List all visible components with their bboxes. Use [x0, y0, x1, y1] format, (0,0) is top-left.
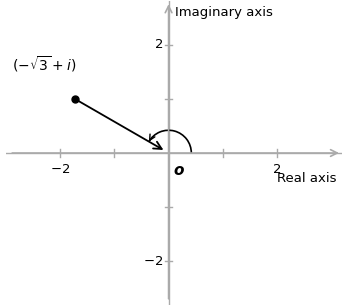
Text: $\boldsymbol{o}$: $\boldsymbol{o}$ — [173, 163, 185, 178]
Text: $2$: $2$ — [272, 163, 282, 176]
Text: $(-\sqrt{3}+i)$: $(-\sqrt{3}+i)$ — [11, 55, 76, 74]
Text: Real axis: Real axis — [277, 172, 337, 185]
Text: $-2$: $-2$ — [143, 255, 163, 268]
Text: $-2$: $-2$ — [50, 163, 70, 176]
Text: $2$: $2$ — [154, 38, 163, 51]
Text: Imaginary axis: Imaginary axis — [175, 6, 273, 19]
